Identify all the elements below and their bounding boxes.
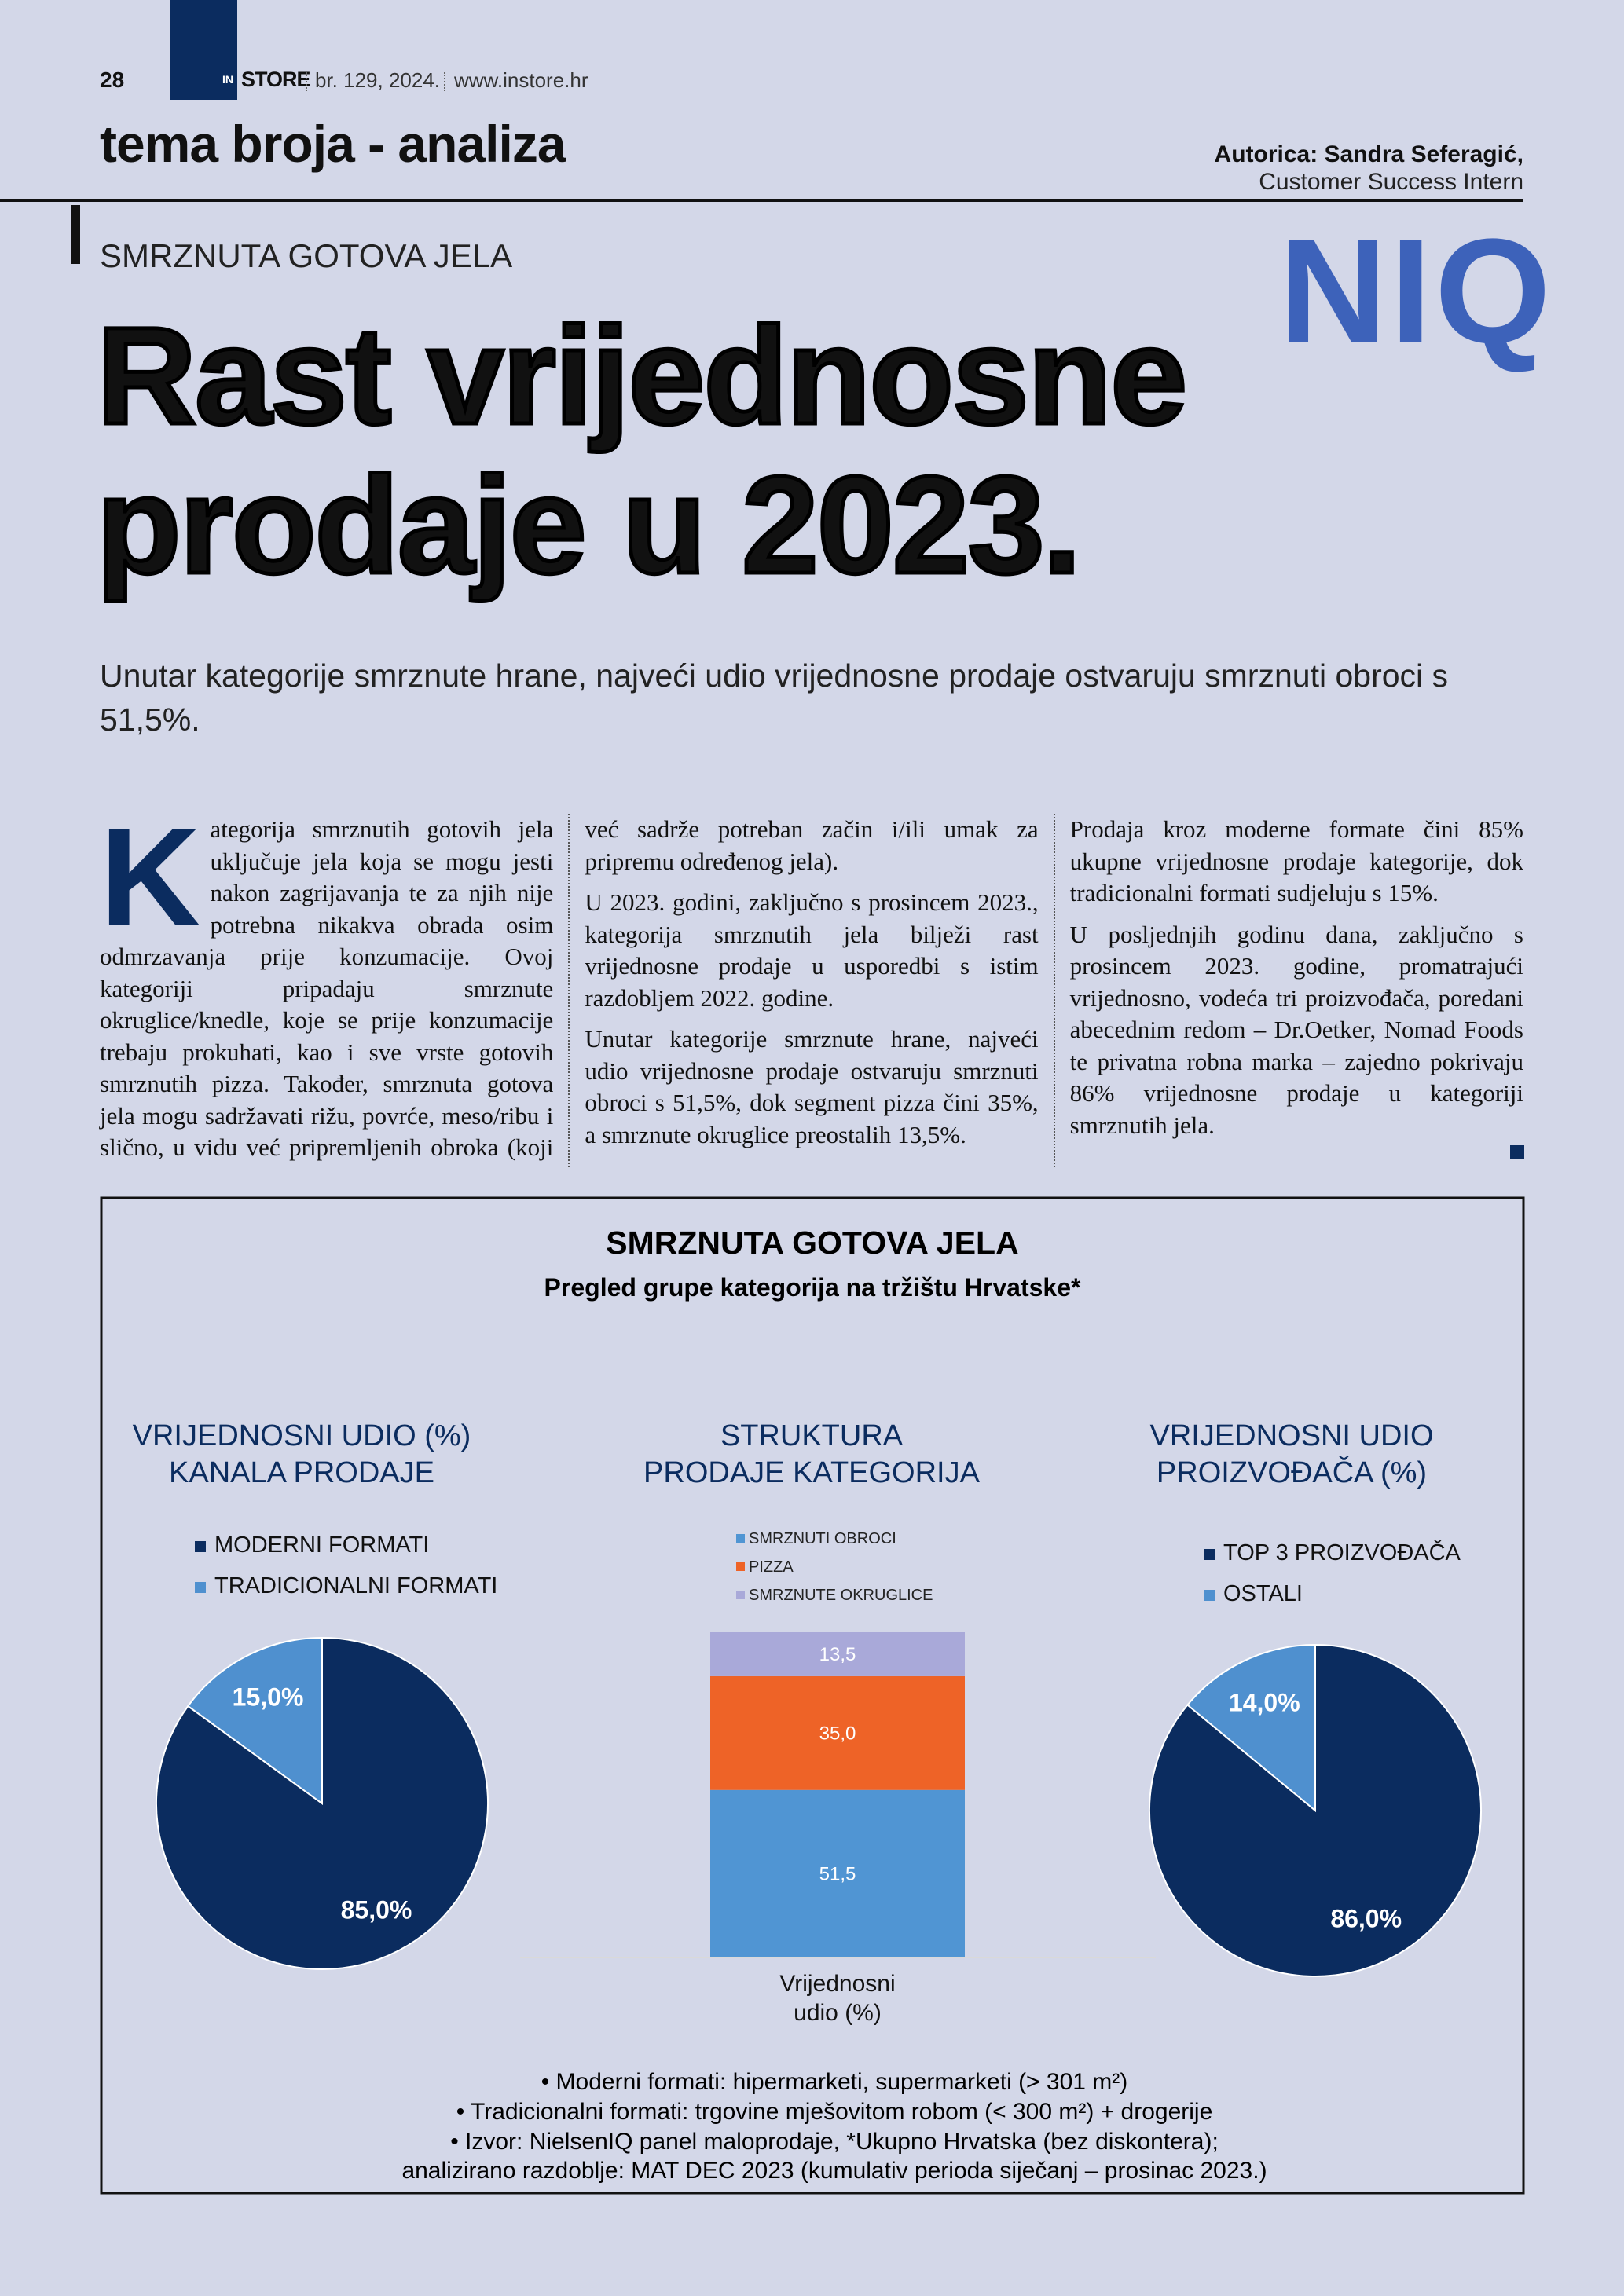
chart-title: PRODAJE KATEGORIJA <box>643 1456 981 1489</box>
kicker-bar <box>71 205 80 264</box>
legend-label: SMRZNUTI OBROCI <box>749 1530 896 1547</box>
section: tema broja - analiza <box>100 115 566 173</box>
bar-segment <box>710 1632 965 1676</box>
figure-frame <box>100 1196 1525 2195</box>
chart-title: PROIZVOĐAČA (%) <box>1157 1455 1427 1489</box>
brand-block <box>170 0 237 100</box>
headline-line: Rast vrijednosne <box>94 298 1189 456</box>
legend-label: PIZZA <box>749 1558 794 1576</box>
chart-title: VRIJEDNOSNI UDIO (%) <box>133 1419 471 1452</box>
paragraph: U posljednjih godinu dana, zaključno s p… <box>1069 920 1523 1139</box>
author-role: Customer Success Intern <box>1259 169 1523 195</box>
page-number: 28 <box>100 68 125 92</box>
figure-title: SMRZNUTA GOTOVA JELA <box>606 1225 1018 1261</box>
paragraph: Unutar kategorije smrznute hrane, najveć… <box>585 1025 1039 1148</box>
logo: NIQ <box>1279 208 1554 375</box>
figure-subtitle: Pregled grupe kategorija na tržištu Hrva… <box>544 1273 1081 1302</box>
paragraph: Prodaja kroz moderne formate čini 85% uk… <box>1069 815 1523 906</box>
brand: STORE <box>241 68 311 91</box>
separator <box>306 72 307 91</box>
legend-swatch <box>736 1562 745 1571</box>
pie-slice <box>186 1636 323 1805</box>
data-label: 13,5 <box>819 1644 856 1665</box>
x-tick-label: Vrijednosni <box>779 1971 895 1997</box>
legend-swatch <box>1204 1549 1215 1560</box>
site: www.instore.hr <box>454 68 588 92</box>
note: • Moderni formati: hipermarketi, superma… <box>541 2069 1128 2095</box>
paragraph: U 2023. godini, zaključno s prosincem 20… <box>585 888 1039 1012</box>
data-label: 15,0% <box>233 1683 304 1712</box>
data-label: 51,5 <box>819 1863 856 1884</box>
pie-slice <box>1186 1643 1316 1813</box>
data-label: 35,0 <box>819 1723 856 1744</box>
legend-label: TRADICIONALNI FORMATI <box>214 1573 497 1598</box>
author: Autorica: Sandra Seferagić, <box>1214 141 1523 167</box>
data-label: 85,0% <box>341 1895 412 1924</box>
bar-segment <box>710 1675 965 1790</box>
paragraph-text: ategorija smrznutih gotovih jela uključu… <box>100 815 1039 1161</box>
chart-title: KANALA PRODAJE <box>169 1456 434 1489</box>
legend-swatch <box>195 1541 206 1552</box>
lead: Unutar kategorije smrznute hrane, najveć… <box>100 657 1449 738</box>
kicker: SMRZNUTA GOTOVA JELA <box>100 237 513 274</box>
end-mark <box>1510 1145 1524 1159</box>
note: • Tradicionalni formati: trgovine mješov… <box>456 2099 1213 2125</box>
chart-title: VRIJEDNOSNI UDIO <box>1149 1419 1433 1452</box>
separator <box>444 72 445 91</box>
legend-label: TOP 3 PROIZVOĐAČA <box>1223 1539 1461 1565</box>
legend-swatch <box>736 1534 745 1543</box>
brand-in: IN <box>222 73 233 86</box>
bar-segment <box>710 1789 965 1957</box>
legend-swatch <box>736 1591 745 1599</box>
x-tick-label: udio (%) <box>794 2000 882 2026</box>
legend-swatch <box>1204 1590 1215 1601</box>
issue: br. 129, 2024. <box>315 68 441 92</box>
legend-label: SMRZNUTE OKRUGLICE <box>749 1587 933 1604</box>
headline-line: prodaje u 2023. <box>94 447 1083 605</box>
pie-slice <box>156 1636 489 1970</box>
data-label: 14,0% <box>1229 1689 1300 1717</box>
chart-title: STRUKTURA <box>720 1419 904 1452</box>
note: • Izvor: NielsenIQ panel maloprodaje, *U… <box>450 2129 1219 2155</box>
dropcap: K <box>100 799 201 955</box>
note: analizirano razdoblje: MAT DEC 2023 (kum… <box>401 2158 1267 2184</box>
legend-label: MODERNI FORMATI <box>214 1532 429 1558</box>
legend-swatch <box>195 1582 206 1593</box>
rule <box>0 199 1523 202</box>
data-label: 86,0% <box>1330 1904 1402 1932</box>
legend-label: OSTALI <box>1223 1581 1303 1606</box>
